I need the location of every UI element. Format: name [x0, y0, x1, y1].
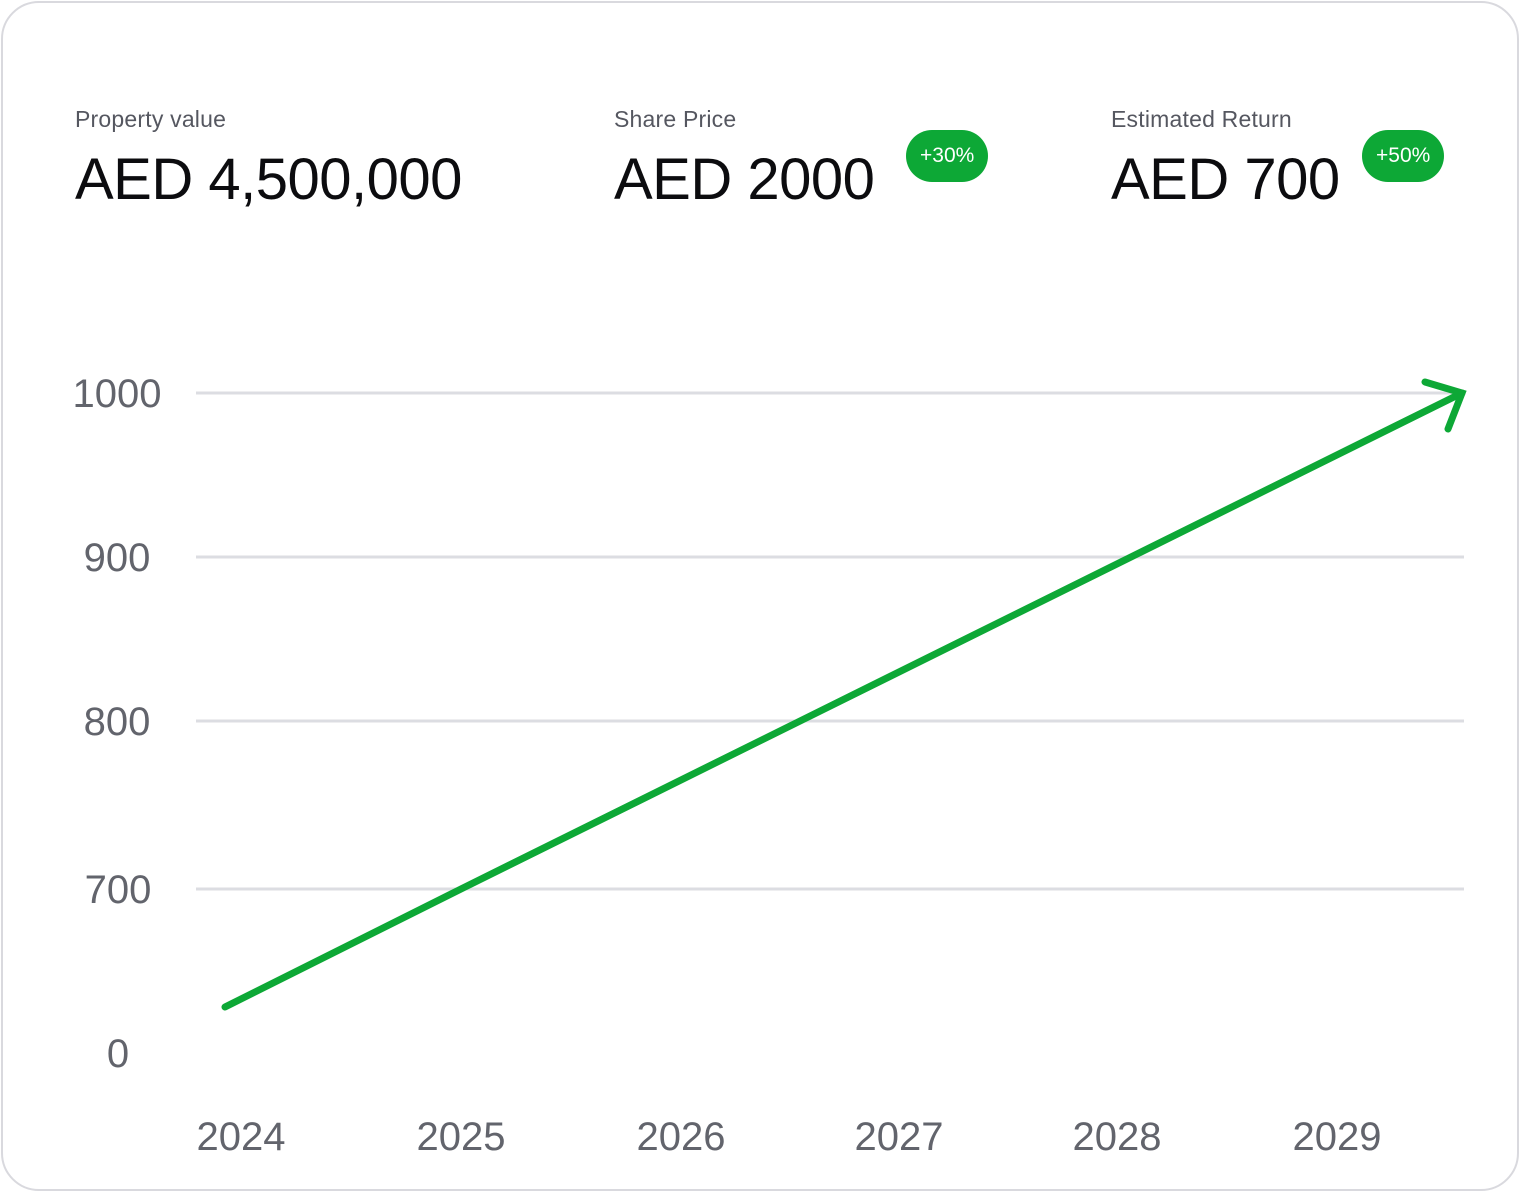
metric-value: AED 2000: [614, 147, 875, 212]
y-tick-label: 1000: [73, 372, 162, 416]
x-tick-label: 2026: [637, 1115, 726, 1159]
metric-label: Share Price: [614, 106, 737, 132]
arrow-head-icon: [1421, 378, 1467, 433]
x-axis-labels: 2024 2025 2026 2027 2028 2029: [197, 1115, 1382, 1159]
metric-label: Property value: [75, 106, 227, 132]
x-tick-label: 2025: [417, 1115, 506, 1159]
metric-estimated-return: Estimated Return AED 700: [1111, 104, 1340, 212]
x-tick-label: 2028: [1073, 1115, 1162, 1159]
metric-label: Estimated Return: [1111, 106, 1292, 132]
y-tick-label: 800: [84, 700, 151, 744]
x-tick-label: 2029: [1293, 1115, 1382, 1159]
metric-value: AED 4,500,000: [75, 147, 462, 212]
y-tick-label: 700: [85, 868, 152, 912]
estimated-return-change-badge: +50%: [1362, 130, 1445, 182]
metric-property-value: Property value AED 4,500,000: [75, 104, 462, 212]
y-tick-label: 900: [84, 536, 151, 580]
metric-value: AED 700: [1111, 147, 1340, 212]
series: [221, 378, 1467, 1011]
y-axis-labels: 0 700 800 900 1000: [73, 372, 162, 1076]
series-line: [221, 389, 1466, 1011]
share-price-change-badge: +30%: [906, 130, 989, 182]
y-tick-label: 0: [107, 1032, 129, 1076]
x-tick-label: 2024: [197, 1115, 286, 1159]
gridlines: [196, 391, 1464, 891]
metric-share-price: Share Price AED 2000: [614, 104, 875, 212]
x-tick-label: 2027: [855, 1115, 944, 1159]
